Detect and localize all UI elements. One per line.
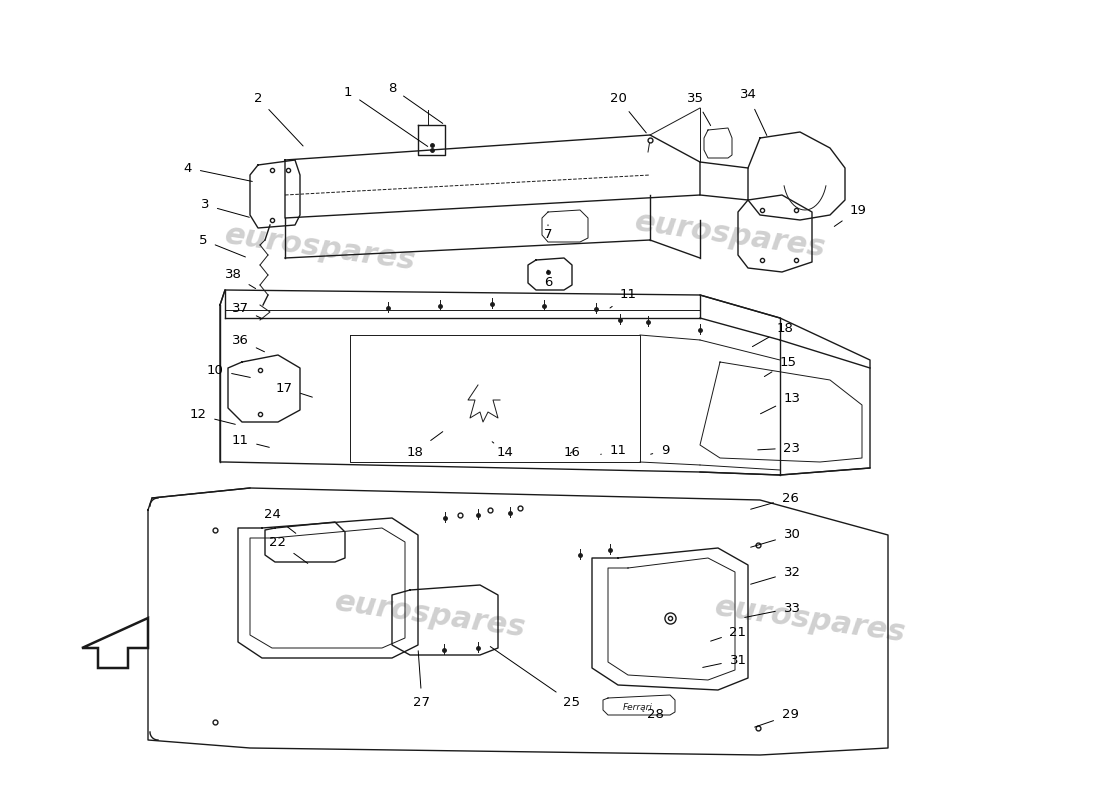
Text: 35: 35 bbox=[686, 91, 711, 126]
Text: 14: 14 bbox=[492, 442, 514, 458]
Text: 34: 34 bbox=[739, 89, 767, 135]
Text: 10: 10 bbox=[207, 363, 251, 378]
Text: 2: 2 bbox=[254, 91, 304, 146]
Text: 26: 26 bbox=[750, 491, 799, 510]
Text: 11: 11 bbox=[610, 289, 637, 308]
Text: 36: 36 bbox=[232, 334, 264, 352]
Text: 11: 11 bbox=[601, 443, 627, 457]
Text: eurospares: eurospares bbox=[713, 592, 908, 648]
Text: 11: 11 bbox=[231, 434, 270, 447]
Text: 24: 24 bbox=[264, 509, 296, 534]
Text: 32: 32 bbox=[750, 566, 801, 584]
Text: 12: 12 bbox=[189, 409, 235, 424]
Text: 33: 33 bbox=[745, 602, 801, 618]
Polygon shape bbox=[82, 618, 148, 668]
Text: 17: 17 bbox=[275, 382, 312, 397]
Text: 16: 16 bbox=[563, 446, 581, 458]
Text: 8: 8 bbox=[388, 82, 442, 123]
Text: 18: 18 bbox=[752, 322, 793, 346]
Text: 31: 31 bbox=[703, 654, 747, 667]
Text: 1: 1 bbox=[343, 86, 428, 146]
Text: 19: 19 bbox=[834, 203, 867, 226]
Text: 30: 30 bbox=[750, 529, 801, 547]
Text: Ferrari: Ferrari bbox=[623, 702, 653, 711]
Text: 13: 13 bbox=[760, 391, 801, 414]
Text: 5: 5 bbox=[199, 234, 245, 257]
Text: 25: 25 bbox=[491, 646, 581, 710]
Text: 4: 4 bbox=[184, 162, 252, 182]
Text: 3: 3 bbox=[200, 198, 250, 218]
Text: 21: 21 bbox=[711, 626, 747, 641]
Text: 28: 28 bbox=[642, 709, 663, 722]
Text: 38: 38 bbox=[224, 269, 255, 289]
Text: 29: 29 bbox=[755, 709, 799, 727]
Text: 23: 23 bbox=[758, 442, 801, 454]
Text: 27: 27 bbox=[414, 650, 430, 710]
Text: 15: 15 bbox=[764, 355, 796, 377]
Text: 6: 6 bbox=[543, 270, 552, 289]
Text: 20: 20 bbox=[609, 91, 647, 133]
Text: 37: 37 bbox=[231, 302, 263, 318]
Text: eurospares: eurospares bbox=[222, 220, 418, 276]
Text: 18: 18 bbox=[407, 432, 443, 458]
Text: 7: 7 bbox=[543, 225, 552, 242]
Text: 9: 9 bbox=[651, 443, 669, 457]
Text: 22: 22 bbox=[270, 535, 308, 563]
Text: eurospares: eurospares bbox=[332, 587, 528, 642]
Text: eurospares: eurospares bbox=[632, 207, 827, 262]
